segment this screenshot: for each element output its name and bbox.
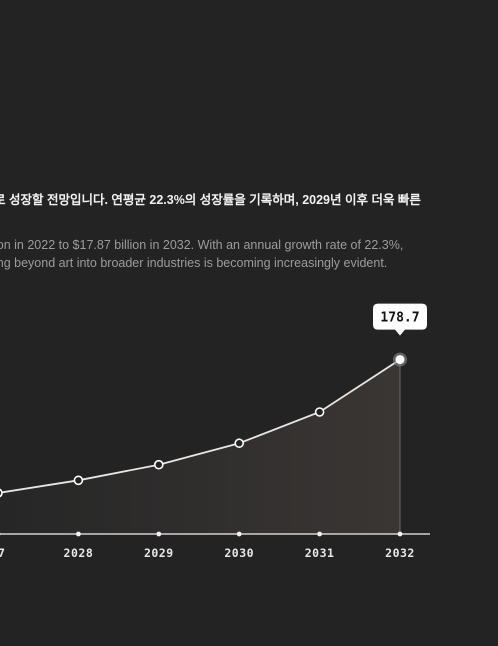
series-line: [0, 358, 401, 494]
data-point-2029: [154, 459, 164, 470]
x-tick-label-2029: 2029: [144, 546, 174, 560]
x-tick-label-2027: 27: [0, 546, 5, 560]
x-tick-label-2032: 2032: [385, 546, 415, 560]
description: ion in 2022 to $17.87 billion in 2032. W…: [0, 236, 498, 272]
x-tick-label-2031: 2031: [305, 546, 335, 560]
x-tick-2029: [156, 531, 162, 537]
x-tick-2028: [76, 531, 81, 537]
value-callout-label: 178.7: [380, 311, 419, 326]
value-callout-bubble: [373, 303, 427, 336]
data-point-2031: [314, 407, 325, 417]
description-line-2: ing beyond art into broader industries i…: [0, 256, 388, 270]
chart-area-fill: [0, 359, 400, 534]
data-point-2028: [73, 475, 84, 486]
description-line-1: ion in 2022 to $17.87 billion in 2032. W…: [0, 238, 404, 252]
x-tick-2031: [317, 531, 322, 537]
data-point-2030: [234, 438, 244, 449]
headline: 로 성장할 전망입니다. 연평균 22.3%의 성장률을 기록하며, 2029년…: [0, 190, 498, 230]
x-tick-label-2028: 2028: [64, 546, 94, 560]
x-tick-label-2030: 2030: [224, 546, 254, 560]
x-tick-2032: [397, 531, 403, 537]
data-point-2032: [395, 355, 405, 365]
headline-line-1: 로 성장할 전망입니다. 연평균 22.3%의 성장률을 기록하며, 2029년…: [0, 193, 421, 207]
data-point-2027: [0, 488, 3, 498]
x-tick-2030: [236, 531, 242, 537]
